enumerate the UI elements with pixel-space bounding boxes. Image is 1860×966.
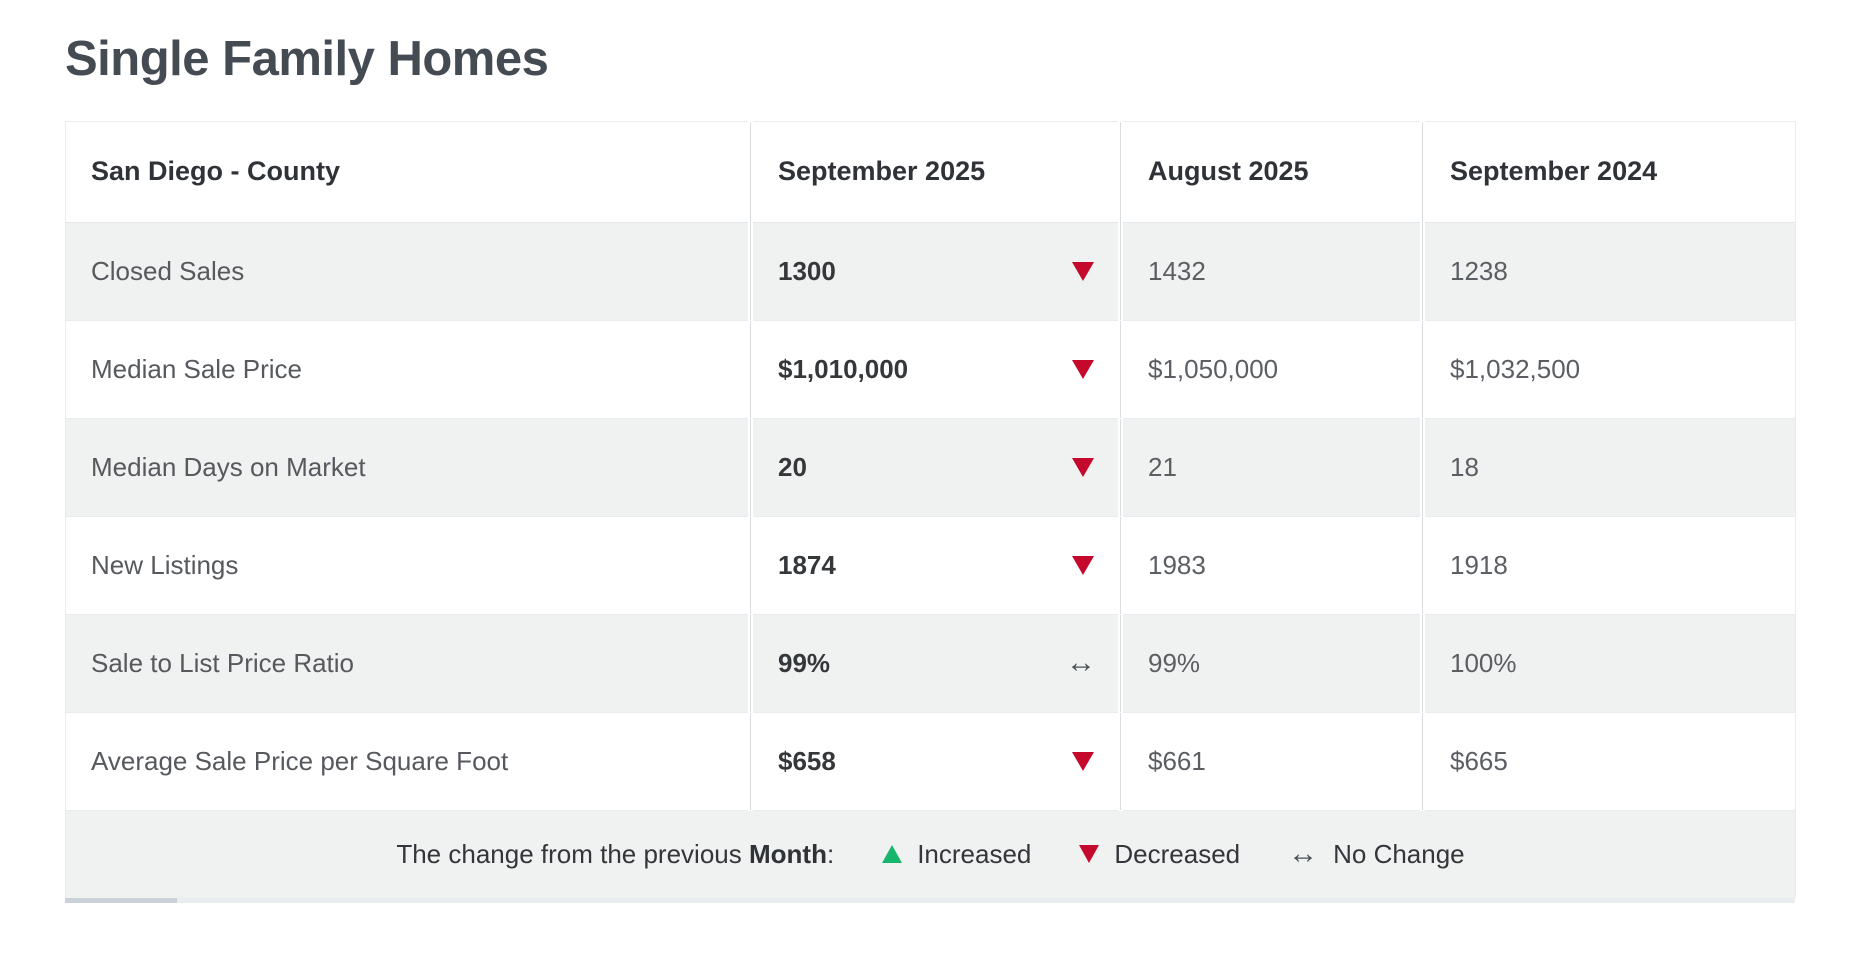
table-row: New Listings 1874 1983 1918 (65, 515, 1796, 615)
current-value-cell: $1,010,000 (748, 319, 1121, 419)
legend-sentence-text: The change from the previous (396, 838, 742, 869)
metric-label: New Listings (65, 515, 751, 615)
current-value-cell: 1300 (748, 222, 1121, 321)
column-header-previous-year: September 2024 (1420, 121, 1796, 223)
previous-month-value: $661 (1118, 711, 1423, 811)
previous-year-value: 1238 (1420, 222, 1796, 321)
current-value: 1300 (778, 255, 836, 286)
metric-label: Median Sale Price (65, 319, 751, 419)
previous-month-value: 1432 (1118, 222, 1423, 321)
previous-month-value: $1,050,000 (1118, 319, 1423, 419)
legend-cell: The change from the previous Month: Incr… (65, 809, 1796, 898)
legend-decreased: Decreased (1079, 839, 1240, 870)
legend-decreased-label: Decreased (1114, 838, 1241, 869)
no-change-icon (1066, 648, 1096, 679)
table-row: Average Sale Price per Square Foot $658 … (65, 711, 1796, 811)
region-header-cell: San Diego - County (65, 121, 751, 223)
metric-label: Median Days on Market (65, 417, 751, 517)
legend-no-change: ↔ No Change (1288, 839, 1465, 870)
table-row: Median Sale Price $1,010,000 $1,050,000 … (65, 319, 1796, 419)
table-row: Sale to List Price Ratio 99% 99% 100% (65, 613, 1796, 713)
previous-year-value: 1918 (1420, 515, 1796, 615)
previous-year-value: 18 (1420, 417, 1796, 517)
decrease-icon (1072, 555, 1094, 575)
housing-stats-table: San Diego - County September 2025 August… (65, 120, 1796, 898)
table-row: Median Days on Market 20 21 18 (65, 417, 1796, 517)
previous-year-value: $1,032,500 (1420, 319, 1796, 419)
column-header-current-month: September 2025 (748, 121, 1121, 223)
previous-month-value: 1983 (1118, 515, 1423, 615)
column-header-previous-month: August 2025 (1118, 121, 1423, 223)
change-legend: The change from the previous Month: Incr… (66, 839, 1795, 870)
current-value: 20 (778, 451, 807, 482)
no-change-icon: ↔ (1288, 837, 1319, 871)
legend-no-change-label: No Change (1333, 838, 1465, 869)
previous-month-value: 99% (1118, 613, 1423, 713)
horizontal-scrollbar[interactable] (65, 897, 1795, 903)
metric-label: Average Sale Price per Square Foot (65, 711, 751, 811)
legend-period-word: Month (748, 838, 827, 869)
decrease-icon (1072, 359, 1094, 379)
current-value: 99% (778, 647, 831, 678)
table-row: Closed Sales 1300 1432 1238 (65, 222, 1796, 321)
current-value-cell: 20 (748, 417, 1121, 517)
current-value-cell: 99% (748, 613, 1121, 713)
legend-increased-label: Increased (917, 838, 1032, 869)
previous-month-value: 21 (1118, 417, 1423, 517)
legend-sentence: The change from the previous Month: (396, 839, 834, 870)
decrease-icon (1079, 845, 1100, 864)
current-value-cell: $658 (748, 711, 1121, 811)
metric-label: Closed Sales (65, 222, 751, 321)
current-value-cell: 1874 (748, 515, 1121, 615)
decrease-icon (1072, 261, 1094, 281)
report-page: Single Family Homes San Diego - County S… (65, 0, 1796, 903)
current-value: $658 (778, 745, 836, 776)
previous-year-value: $665 (1420, 711, 1796, 811)
decrease-icon (1072, 457, 1094, 477)
increase-icon (882, 845, 903, 864)
legend-row: The change from the previous Month: Incr… (65, 809, 1796, 898)
current-value: $1,010,000 (778, 353, 909, 384)
table-header-row: San Diego - County September 2025 August… (65, 121, 1796, 223)
decrease-icon (1072, 751, 1094, 771)
page-title: Single Family Homes (65, 32, 549, 86)
previous-year-value: 100% (1420, 613, 1796, 713)
current-value: 1874 (778, 549, 836, 580)
scrollbar-thumb[interactable] (65, 897, 177, 903)
metric-label: Sale to List Price Ratio (65, 613, 751, 713)
legend-sentence-colon: : (826, 838, 835, 869)
legend-increased: Increased (882, 839, 1031, 870)
